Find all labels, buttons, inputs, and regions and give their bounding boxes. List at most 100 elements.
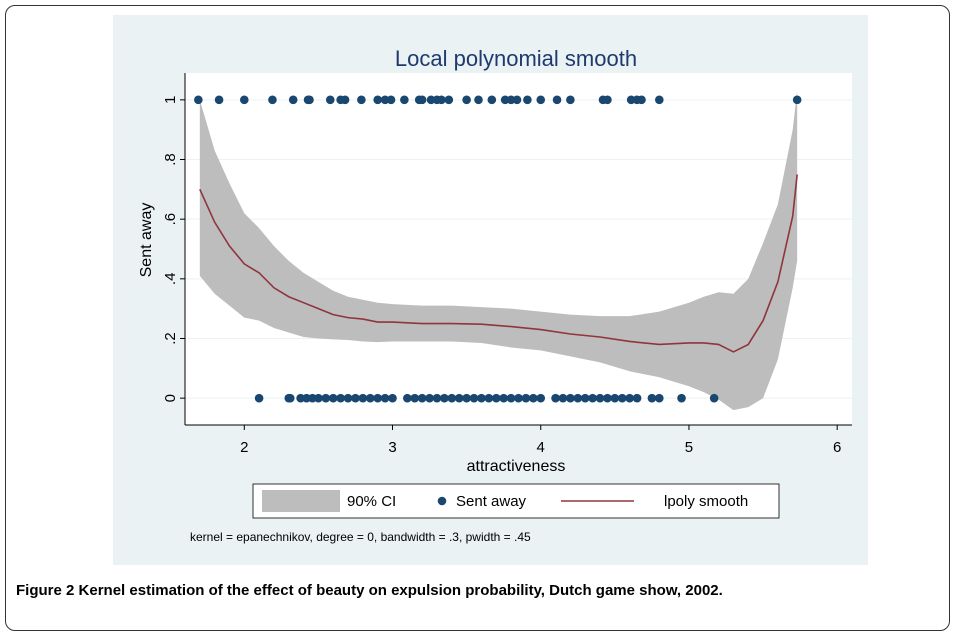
point: [625, 393, 634, 403]
point: [603, 95, 612, 105]
point: [677, 393, 686, 403]
point: [336, 393, 345, 403]
ci-band: [199, 90, 798, 411]
point: [484, 393, 494, 403]
x-tick-label: 2: [240, 439, 248, 456]
point: [296, 393, 305, 403]
point: [343, 393, 353, 403]
point: [610, 393, 620, 403]
point: [462, 95, 471, 105]
x-tick-label: 4: [537, 439, 545, 456]
legend-label: 90% CI: [347, 493, 396, 510]
legend-label: Sent away: [456, 493, 527, 510]
point: [194, 95, 203, 105]
point: [403, 393, 412, 403]
point: [214, 95, 224, 105]
point: [477, 393, 486, 403]
y-tick-label: 0: [162, 394, 179, 402]
point: [400, 95, 409, 105]
point: [321, 393, 331, 403]
x-tick-label: 6: [833, 439, 841, 456]
point: [454, 393, 464, 403]
point: [340, 95, 350, 105]
note: kernel = epanechnikov, degree = 0, bandw…: [190, 530, 531, 544]
point: [514, 393, 523, 403]
point: [637, 95, 646, 105]
point: [357, 95, 366, 105]
point: [523, 95, 532, 105]
legend-box: [252, 483, 780, 519]
point: [551, 393, 560, 403]
point: [647, 393, 657, 403]
point: [655, 393, 664, 403]
point: [529, 393, 538, 403]
legend-swatch: [262, 490, 340, 512]
point: [632, 393, 642, 403]
point: [491, 393, 501, 403]
point: [254, 393, 264, 403]
point: [410, 393, 420, 403]
point: [506, 393, 516, 403]
point: [580, 393, 590, 403]
chart: 0.2.4.6.812 3 4 5 6 Local polynomial smooth …: [113, 15, 868, 565]
point: [268, 95, 277, 105]
point: [440, 393, 449, 403]
y-tick-label: .2: [162, 332, 179, 345]
point: [566, 95, 575, 105]
point: [499, 393, 508, 403]
point: [285, 393, 295, 403]
point: [626, 95, 636, 105]
x-axis-title: attractiveness: [467, 458, 566, 475]
point: [792, 95, 802, 105]
y-tick-label: .4: [162, 273, 179, 286]
point: [506, 95, 516, 105]
point: [373, 95, 382, 105]
x-tick-label: 3: [388, 439, 396, 456]
point: [595, 393, 605, 403]
point: [588, 393, 597, 403]
point: [603, 393, 612, 403]
point: [512, 95, 522, 105]
legend-swatch: [437, 496, 447, 506]
point: [462, 393, 471, 403]
point: [425, 393, 434, 403]
point: [328, 393, 338, 403]
caption-label: Figure 2: [16, 582, 75, 599]
point: [314, 393, 323, 403]
point: [617, 393, 627, 403]
point: [380, 95, 390, 105]
point: [432, 393, 442, 403]
point: [552, 95, 562, 105]
point: [302, 393, 311, 403]
y-axis-title: Sent away: [138, 203, 155, 278]
chart-title: Local polynomial smooth: [395, 46, 637, 71]
point: [351, 393, 360, 403]
point: [380, 393, 390, 403]
point: [521, 393, 531, 403]
point: [536, 95, 546, 105]
point: [308, 393, 317, 403]
point: [358, 393, 368, 403]
figure-frame: [5, 5, 950, 631]
point: [365, 393, 375, 403]
point: [655, 95, 664, 105]
point: [388, 393, 397, 403]
point: [305, 95, 314, 105]
caption: Figure 2 Kernel estimation of the effect…: [16, 580, 916, 602]
point: [444, 95, 454, 105]
point: [558, 393, 568, 403]
point: [536, 393, 546, 403]
point: [573, 393, 583, 403]
caption-text: Kernel estimation of the effect of beaut…: [78, 582, 723, 599]
point: [447, 393, 457, 403]
point: [474, 95, 483, 105]
point: [288, 95, 298, 105]
y-tick-label: 1: [162, 96, 179, 104]
legend-label: lpoly smooth: [664, 493, 748, 510]
point: [487, 95, 497, 105]
point: [469, 393, 479, 403]
point: [417, 95, 427, 105]
point: [709, 393, 719, 403]
point: [500, 95, 510, 105]
